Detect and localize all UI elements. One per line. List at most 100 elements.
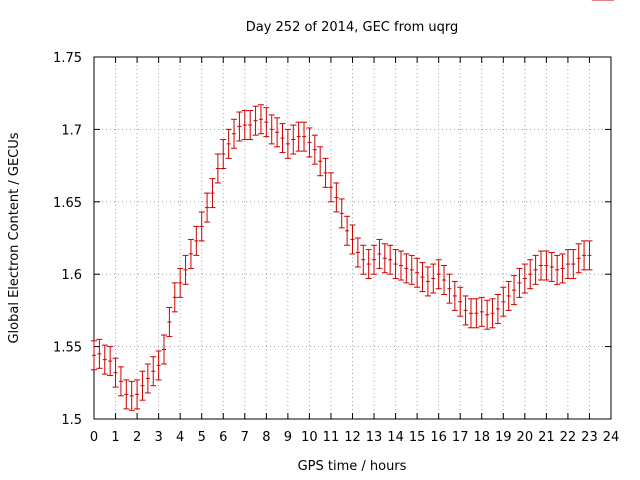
data-point [537, 250, 544, 281]
data-point [548, 251, 555, 282]
x-tick-label: 11 [323, 430, 340, 445]
chart-title: Day 252 of 2014, GEC from uqrg [246, 20, 459, 35]
data-point [381, 243, 388, 274]
data-point [365, 249, 372, 280]
data-point [317, 146, 324, 177]
data-point [279, 123, 286, 154]
data-point [521, 263, 528, 294]
data-point [344, 215, 351, 246]
data-point [564, 249, 571, 280]
data-point [274, 117, 281, 148]
data-point [376, 238, 383, 269]
data-point [473, 298, 480, 329]
data-point [435, 259, 442, 290]
data-point [408, 254, 415, 285]
data-point [214, 153, 221, 184]
x-tick-label: 19 [495, 430, 512, 445]
y-tick-label: 1.7 [61, 123, 82, 138]
x-tick-label: 24 [603, 430, 620, 445]
data-point [161, 334, 168, 365]
axis-ticks: 0 1 2 3 4 5 6 7 8 9 10 11 12 13 14 15 16 17 18 19 20 21 22 23 24… [53, 51, 619, 445]
y-axis-label: Global Electron Content / GECUs [7, 132, 22, 343]
data-point [360, 244, 367, 275]
data-point [505, 280, 512, 311]
data-point [284, 128, 291, 159]
data-point [166, 307, 173, 337]
data-point [101, 344, 108, 375]
data-series [91, 0, 614, 411]
data-point [494, 293, 501, 324]
data-point [397, 250, 404, 281]
x-tick-label: 9 [284, 430, 292, 445]
x-tick-label: 15 [409, 430, 426, 445]
data-point [424, 266, 431, 297]
data-point [150, 356, 157, 387]
data-point [581, 240, 588, 271]
data-point [187, 238, 194, 269]
data-point [451, 280, 458, 311]
x-tick-label: 13 [366, 430, 383, 445]
data-point [204, 192, 211, 223]
data-point [430, 263, 437, 294]
data-point [290, 124, 297, 155]
data-point [182, 254, 189, 285]
data-point [107, 346, 114, 377]
data-point [112, 357, 119, 388]
grid-lines [94, 57, 611, 419]
data-point [457, 286, 464, 317]
x-tick-label: 22 [560, 430, 577, 445]
x-tick-label: 14 [387, 430, 404, 445]
data-point [354, 237, 361, 268]
x-tick-label: 10 [301, 430, 318, 445]
data-point [543, 250, 550, 281]
data-point [225, 128, 232, 159]
data-point [257, 104, 264, 135]
data-point [327, 172, 334, 203]
x-tick-label: 2 [133, 430, 141, 445]
x-tick-label: 16 [430, 430, 447, 445]
data-point [559, 253, 566, 284]
data-point [570, 249, 577, 280]
data-point [516, 267, 523, 298]
x-tick-label: 7 [241, 430, 249, 445]
x-tick-label: 4 [176, 430, 184, 445]
x-tick-label: 8 [262, 430, 270, 445]
data-point [236, 111, 243, 142]
data-point [478, 296, 485, 327]
data-point [128, 380, 135, 411]
data-point [96, 338, 103, 369]
data-point [91, 340, 97, 371]
data-point [392, 249, 399, 280]
y-tick-label: 1.75 [53, 51, 82, 66]
x-tick-label: 18 [473, 430, 490, 445]
data-point [117, 366, 124, 397]
data-point [462, 295, 469, 326]
x-tick-label: 3 [154, 430, 162, 445]
data-point [500, 286, 507, 317]
data-point [193, 225, 200, 256]
data-point [371, 244, 378, 275]
data-point [532, 254, 539, 285]
data-point [414, 257, 421, 288]
data-point [387, 244, 394, 275]
data-point [338, 198, 345, 229]
data-point [484, 299, 491, 330]
data-point [231, 118, 238, 149]
data-point [171, 282, 178, 313]
data-point [220, 139, 227, 169]
data-point [441, 265, 448, 295]
x-axis-label: GPS time / hours [298, 459, 407, 474]
data-point [349, 224, 356, 255]
data-point [139, 370, 146, 401]
data-point [586, 240, 593, 271]
data-point [322, 157, 329, 188]
y-tick-label: 1.5 [61, 413, 82, 428]
data-point [123, 379, 130, 410]
x-tick-label: 12 [344, 430, 361, 445]
data-point [489, 298, 496, 329]
data-point [554, 254, 561, 285]
data-point [403, 253, 410, 284]
data-point [295, 121, 302, 152]
data-point [241, 110, 248, 141]
